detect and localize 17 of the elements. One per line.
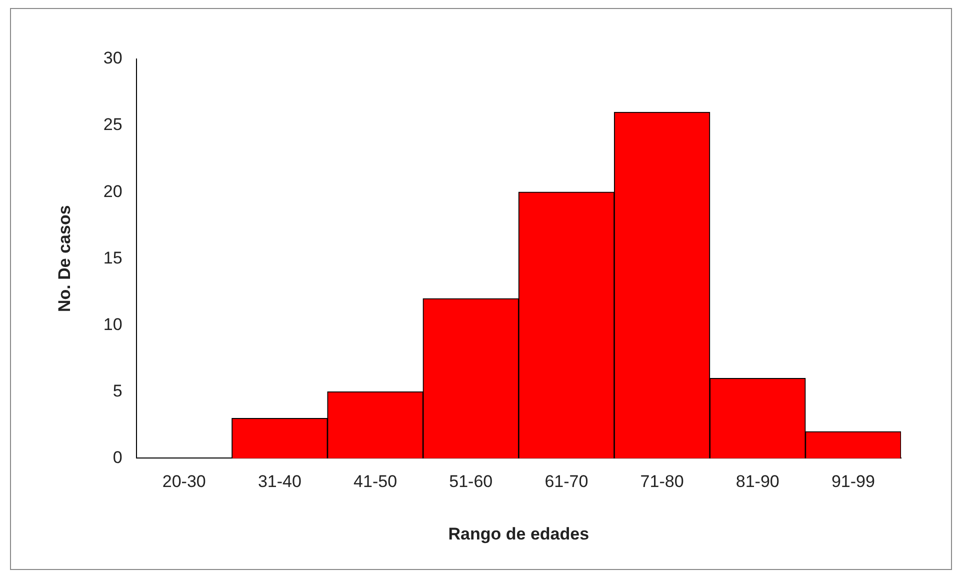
x-tick-label: 51-60 [449,472,493,492]
x-tick-label: 91-99 [831,472,875,492]
y-tick-label: 10 [103,314,122,334]
x-tick-label: 81-90 [736,472,780,492]
y-tick-label: 5 [112,381,122,400]
y-tick-label: 15 [103,248,122,268]
y-tick-label: 0 [112,448,122,467]
y-tick-label: 30 [103,48,122,68]
x-axis-title: Rango de edades [448,524,590,544]
x-tick-label: 20-30 [162,472,206,492]
y-tick-label: 20 [103,182,122,201]
y-axis-title: No. De casos [54,205,74,312]
x-tick-label: 61-70 [544,472,588,492]
x-tick-label: 41-50 [354,472,398,492]
x-tick-label: 71-80 [640,472,684,492]
x-tick-label: 31-40 [258,472,302,492]
y-tick-label: 25 [103,115,122,134]
